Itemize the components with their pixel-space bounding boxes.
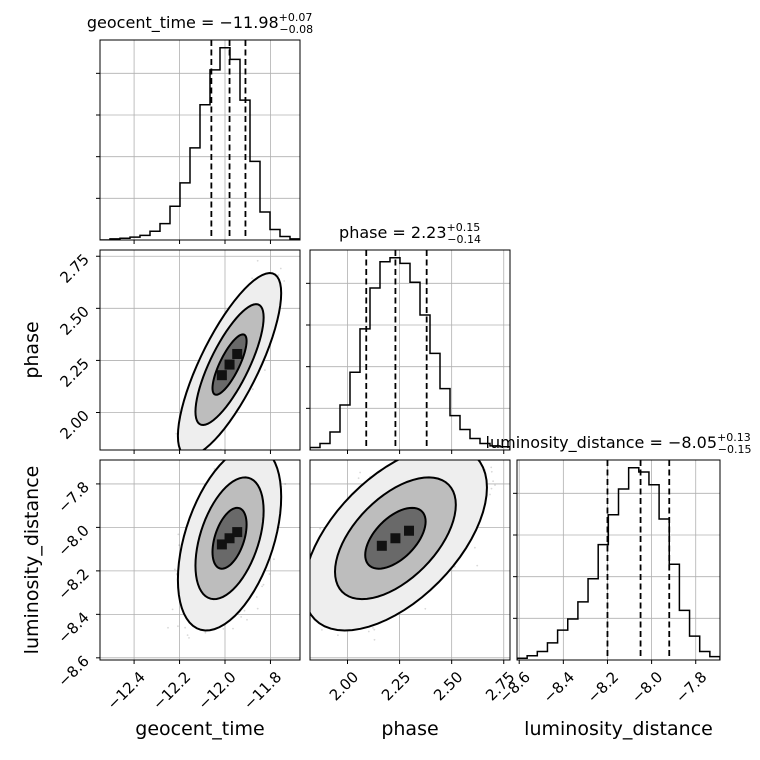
x-tick-label: −8.4 [540, 668, 578, 706]
y-tick-label: −7.8 [54, 478, 92, 516]
contour-99% [176, 460, 283, 632]
contour-99% [310, 460, 488, 632]
density-cell [216, 370, 227, 381]
density-cell [404, 525, 415, 536]
y-tick-label: 2.25 [56, 355, 92, 391]
density-phase-vs-geocent_time [177, 273, 282, 450]
x-tick-label: −8.2 [584, 668, 622, 706]
density-luminosity_distance-vs-phase [310, 460, 487, 631]
x-tick-label: −11.8 [240, 668, 285, 713]
title-phase: phase = 2.23+0.15 −0.14 [339, 221, 481, 246]
panel-frame [99, 459, 301, 661]
y-axis-label: phase [21, 321, 43, 378]
panel-frame [309, 249, 511, 451]
contour-86% [194, 303, 265, 427]
x-tick-label: −7.8 [672, 668, 710, 706]
x-axis-label: luminosity_distance [524, 718, 713, 740]
y-tick-label: −8.2 [54, 565, 92, 603]
y-tick-label: 2.75 [56, 250, 92, 286]
text-layer: −12.4 −12.2 −12.0 −11.8 2.00 2.25 2.50 2.75 −8.6… [21, 11, 751, 740]
density-luminosity_distance-vs-geocent_time [177, 460, 282, 631]
density-cell [216, 539, 227, 550]
x-tick-label: 2.00 [326, 668, 362, 704]
contour-86% [333, 476, 457, 601]
contour-39% [211, 506, 248, 570]
contour-39% [211, 333, 248, 396]
x-axis-label: geocent_time [135, 718, 264, 740]
y-axis-label: luminosity_distance [21, 466, 43, 655]
contour-86% [194, 476, 265, 601]
x-tick-label: −8.0 [628, 668, 666, 706]
x-tick-label: 2.25 [378, 668, 414, 704]
contour-layer [176, 272, 488, 632]
density-layer [177, 273, 487, 631]
histogram-luminosity_distance [517, 466, 720, 660]
frame-layer [99, 39, 721, 661]
density-cell [232, 527, 243, 538]
histogram-geocent_time [100, 46, 300, 240]
density-cell [376, 540, 387, 551]
density-cell [390, 533, 401, 544]
title-luminosity_distance: luminosity_distance = −8.05+0.13 −0.15 [486, 431, 752, 456]
panel-frame [99, 249, 301, 451]
x-axis-label: phase [381, 718, 438, 740]
x-tick-label: −12.4 [104, 668, 149, 713]
y-tick-label: 2.00 [56, 407, 92, 443]
histogram-layer [100, 46, 720, 660]
y-tick-label: 2.50 [56, 302, 92, 338]
x-tick-label: 2.50 [430, 668, 466, 704]
density-cell [224, 359, 235, 370]
y-tick-label: −8.6 [54, 652, 92, 690]
quantile-layer [210, 40, 671, 660]
y-tick-label: −8.4 [54, 608, 92, 646]
histogram-phase [310, 256, 510, 450]
y-tick-label: −8.0 [54, 521, 92, 559]
panel-frame [516, 459, 721, 661]
density-cell [232, 348, 243, 359]
contour-99% [176, 272, 283, 450]
x-tick-label: −12.0 [195, 668, 240, 713]
panel-frame [99, 39, 301, 241]
density-cell [224, 533, 235, 544]
tick-layer [96, 72, 697, 664]
contour-39% [364, 506, 427, 570]
x-tick-label: −12.2 [149, 668, 194, 713]
panel-frame [309, 459, 511, 661]
title-geocent_time: geocent_time = −11.98+0.07 −0.08 [87, 11, 313, 36]
